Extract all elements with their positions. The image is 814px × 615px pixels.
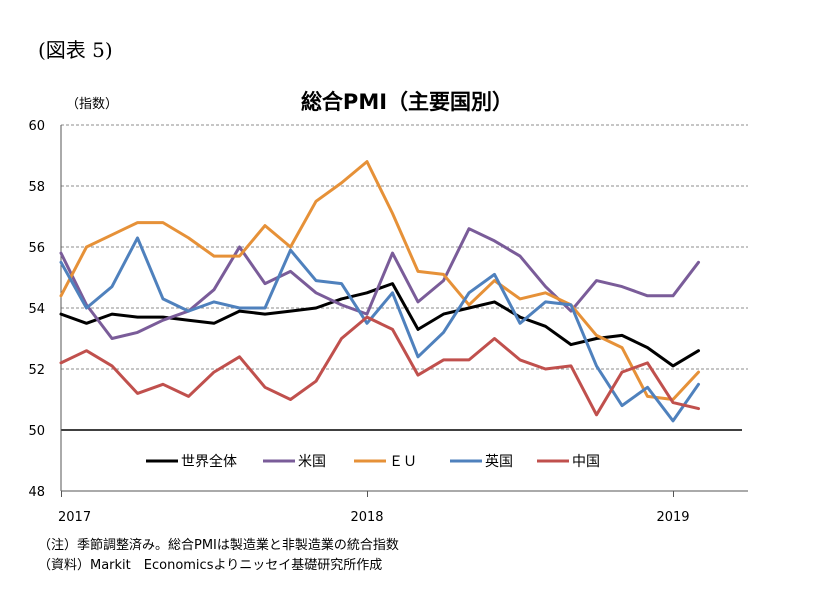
series-line-1 xyxy=(59,227,700,340)
x-tick-2018: 2018 xyxy=(350,510,383,525)
figure-label: (図表 5) xyxy=(38,38,113,62)
y-tick-labels: 48 50 52 54 56 58 60 xyxy=(28,119,45,500)
series-line-3 xyxy=(59,236,700,423)
axes xyxy=(60,125,748,497)
y-axis-unit-label: （指数） xyxy=(66,97,119,112)
y-tick-60: 60 xyxy=(28,119,45,134)
chart-title: 総合PMI（主要国別） xyxy=(300,90,514,114)
legend-label-0: 世界全体 xyxy=(181,453,237,470)
note-seasonal-adjustment: （注）季節調整済み。総合PMIは製造業と非製造業の統合指数 xyxy=(38,538,399,553)
legend-label-3: 英国 xyxy=(485,453,513,470)
series-line-2 xyxy=(59,160,700,401)
x-tick-2017: 2017 xyxy=(58,510,91,525)
legend: 世界全体 米国 ＥＵ 英国 中国 xyxy=(146,453,600,470)
x-tick-2019: 2019 xyxy=(656,510,689,525)
y-tick-56: 56 xyxy=(28,241,45,256)
grid-lines xyxy=(61,124,748,370)
x-tick-labels: 2017 2018 2019 xyxy=(58,510,690,525)
chart-notes: （注）季節調整済み。総合PMIは製造業と非製造業の統合指数 （資料）Markit… xyxy=(38,536,399,576)
note-source: （資料）Markit Economicsよりニッセイ基礎研究所作成 xyxy=(38,558,383,573)
legend-label-4: 中国 xyxy=(572,454,600,470)
y-tick-54: 54 xyxy=(28,302,45,317)
y-tick-52: 52 xyxy=(28,363,45,378)
y-tick-58: 58 xyxy=(28,180,45,195)
y-tick-48: 48 xyxy=(28,485,45,500)
series-line-4 xyxy=(59,315,700,417)
legend-label-1: 米国 xyxy=(298,454,326,470)
series-lines xyxy=(59,160,700,423)
legend-label-2: ＥＵ xyxy=(389,454,417,470)
y-tick-50: 50 xyxy=(28,424,45,439)
